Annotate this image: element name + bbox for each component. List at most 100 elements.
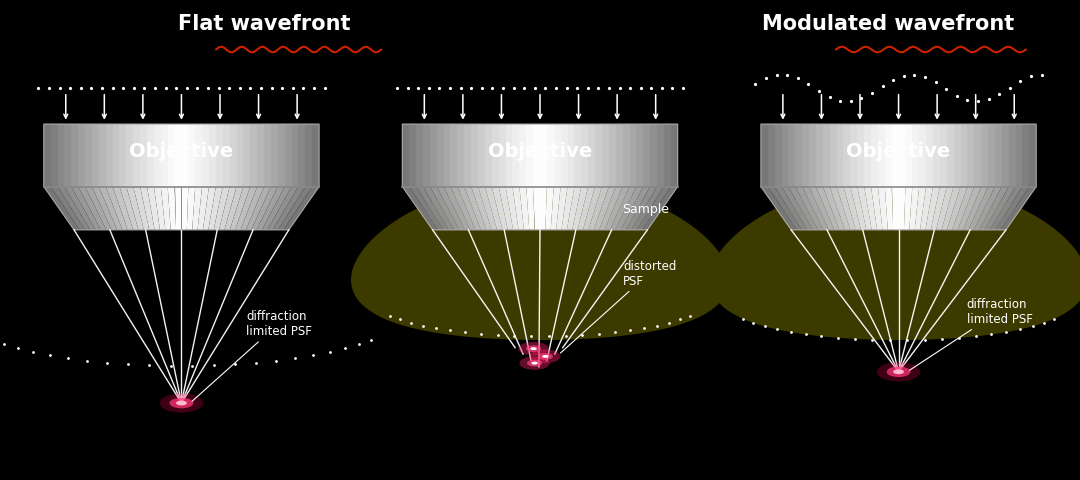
Polygon shape — [147, 125, 154, 187]
Polygon shape — [671, 125, 678, 187]
Polygon shape — [583, 187, 602, 230]
Polygon shape — [519, 187, 529, 230]
Polygon shape — [416, 125, 423, 187]
Polygon shape — [534, 187, 540, 230]
Polygon shape — [1000, 187, 1037, 230]
Polygon shape — [44, 125, 51, 187]
Polygon shape — [126, 125, 133, 187]
Polygon shape — [106, 125, 112, 187]
Polygon shape — [936, 187, 954, 230]
Polygon shape — [450, 125, 458, 187]
Polygon shape — [243, 125, 251, 187]
Polygon shape — [809, 187, 834, 230]
Polygon shape — [423, 187, 454, 230]
Polygon shape — [471, 187, 491, 230]
Polygon shape — [65, 187, 95, 230]
Polygon shape — [430, 125, 436, 187]
Text: Objective: Objective — [130, 142, 233, 160]
Polygon shape — [933, 125, 940, 187]
Text: Modulated wavefront: Modulated wavefront — [761, 14, 1014, 35]
Polygon shape — [974, 125, 981, 187]
Polygon shape — [578, 187, 595, 230]
Polygon shape — [958, 187, 981, 230]
Polygon shape — [154, 125, 161, 187]
Polygon shape — [513, 187, 524, 230]
Polygon shape — [602, 125, 609, 187]
Polygon shape — [980, 187, 1009, 230]
Polygon shape — [768, 187, 801, 230]
Polygon shape — [298, 125, 306, 187]
Polygon shape — [636, 125, 644, 187]
Polygon shape — [444, 187, 470, 230]
Polygon shape — [188, 125, 195, 187]
Polygon shape — [257, 125, 265, 187]
Polygon shape — [230, 125, 237, 187]
Polygon shape — [265, 125, 271, 187]
Polygon shape — [133, 187, 149, 230]
Polygon shape — [78, 125, 85, 187]
Polygon shape — [637, 187, 671, 230]
Polygon shape — [140, 125, 147, 187]
Polygon shape — [915, 187, 926, 230]
Polygon shape — [858, 125, 864, 187]
Polygon shape — [526, 187, 535, 230]
Polygon shape — [546, 125, 554, 187]
Polygon shape — [85, 125, 92, 187]
Polygon shape — [92, 187, 117, 230]
Polygon shape — [664, 125, 671, 187]
Polygon shape — [926, 125, 933, 187]
Polygon shape — [892, 187, 899, 230]
Circle shape — [893, 370, 904, 374]
Polygon shape — [594, 187, 616, 230]
Polygon shape — [919, 125, 926, 187]
Polygon shape — [990, 187, 1023, 230]
Polygon shape — [774, 125, 782, 187]
Polygon shape — [241, 187, 265, 230]
Polygon shape — [225, 187, 243, 230]
Polygon shape — [809, 125, 816, 187]
Text: distorted
PSF: distorted PSF — [561, 259, 676, 353]
Polygon shape — [545, 187, 554, 230]
Polygon shape — [829, 187, 850, 230]
Polygon shape — [271, 125, 278, 187]
Polygon shape — [626, 187, 657, 230]
Polygon shape — [216, 125, 222, 187]
Polygon shape — [540, 187, 546, 230]
Polygon shape — [630, 125, 636, 187]
Polygon shape — [644, 125, 650, 187]
Polygon shape — [444, 125, 450, 187]
Polygon shape — [181, 187, 188, 230]
Polygon shape — [870, 125, 878, 187]
Polygon shape — [112, 125, 120, 187]
Circle shape — [170, 398, 193, 408]
Polygon shape — [1002, 125, 1009, 187]
Polygon shape — [556, 187, 568, 230]
Polygon shape — [51, 187, 84, 230]
Polygon shape — [843, 187, 861, 230]
Polygon shape — [642, 187, 678, 230]
Polygon shape — [203, 187, 216, 230]
Polygon shape — [899, 125, 905, 187]
Polygon shape — [268, 187, 298, 230]
Polygon shape — [599, 187, 622, 230]
Polygon shape — [187, 187, 195, 230]
Polygon shape — [306, 125, 312, 187]
Circle shape — [160, 394, 203, 413]
Polygon shape — [202, 125, 210, 187]
Polygon shape — [283, 187, 320, 230]
Polygon shape — [988, 125, 995, 187]
Circle shape — [538, 353, 553, 360]
Polygon shape — [44, 187, 80, 230]
Circle shape — [542, 355, 549, 358]
Polygon shape — [1009, 125, 1015, 187]
Polygon shape — [878, 187, 888, 230]
Polygon shape — [1029, 125, 1037, 187]
Polygon shape — [292, 125, 298, 187]
Polygon shape — [133, 125, 140, 187]
Polygon shape — [870, 187, 882, 230]
Polygon shape — [430, 187, 459, 230]
Polygon shape — [51, 125, 57, 187]
Polygon shape — [905, 125, 913, 187]
Circle shape — [176, 401, 187, 406]
Polygon shape — [195, 125, 202, 187]
